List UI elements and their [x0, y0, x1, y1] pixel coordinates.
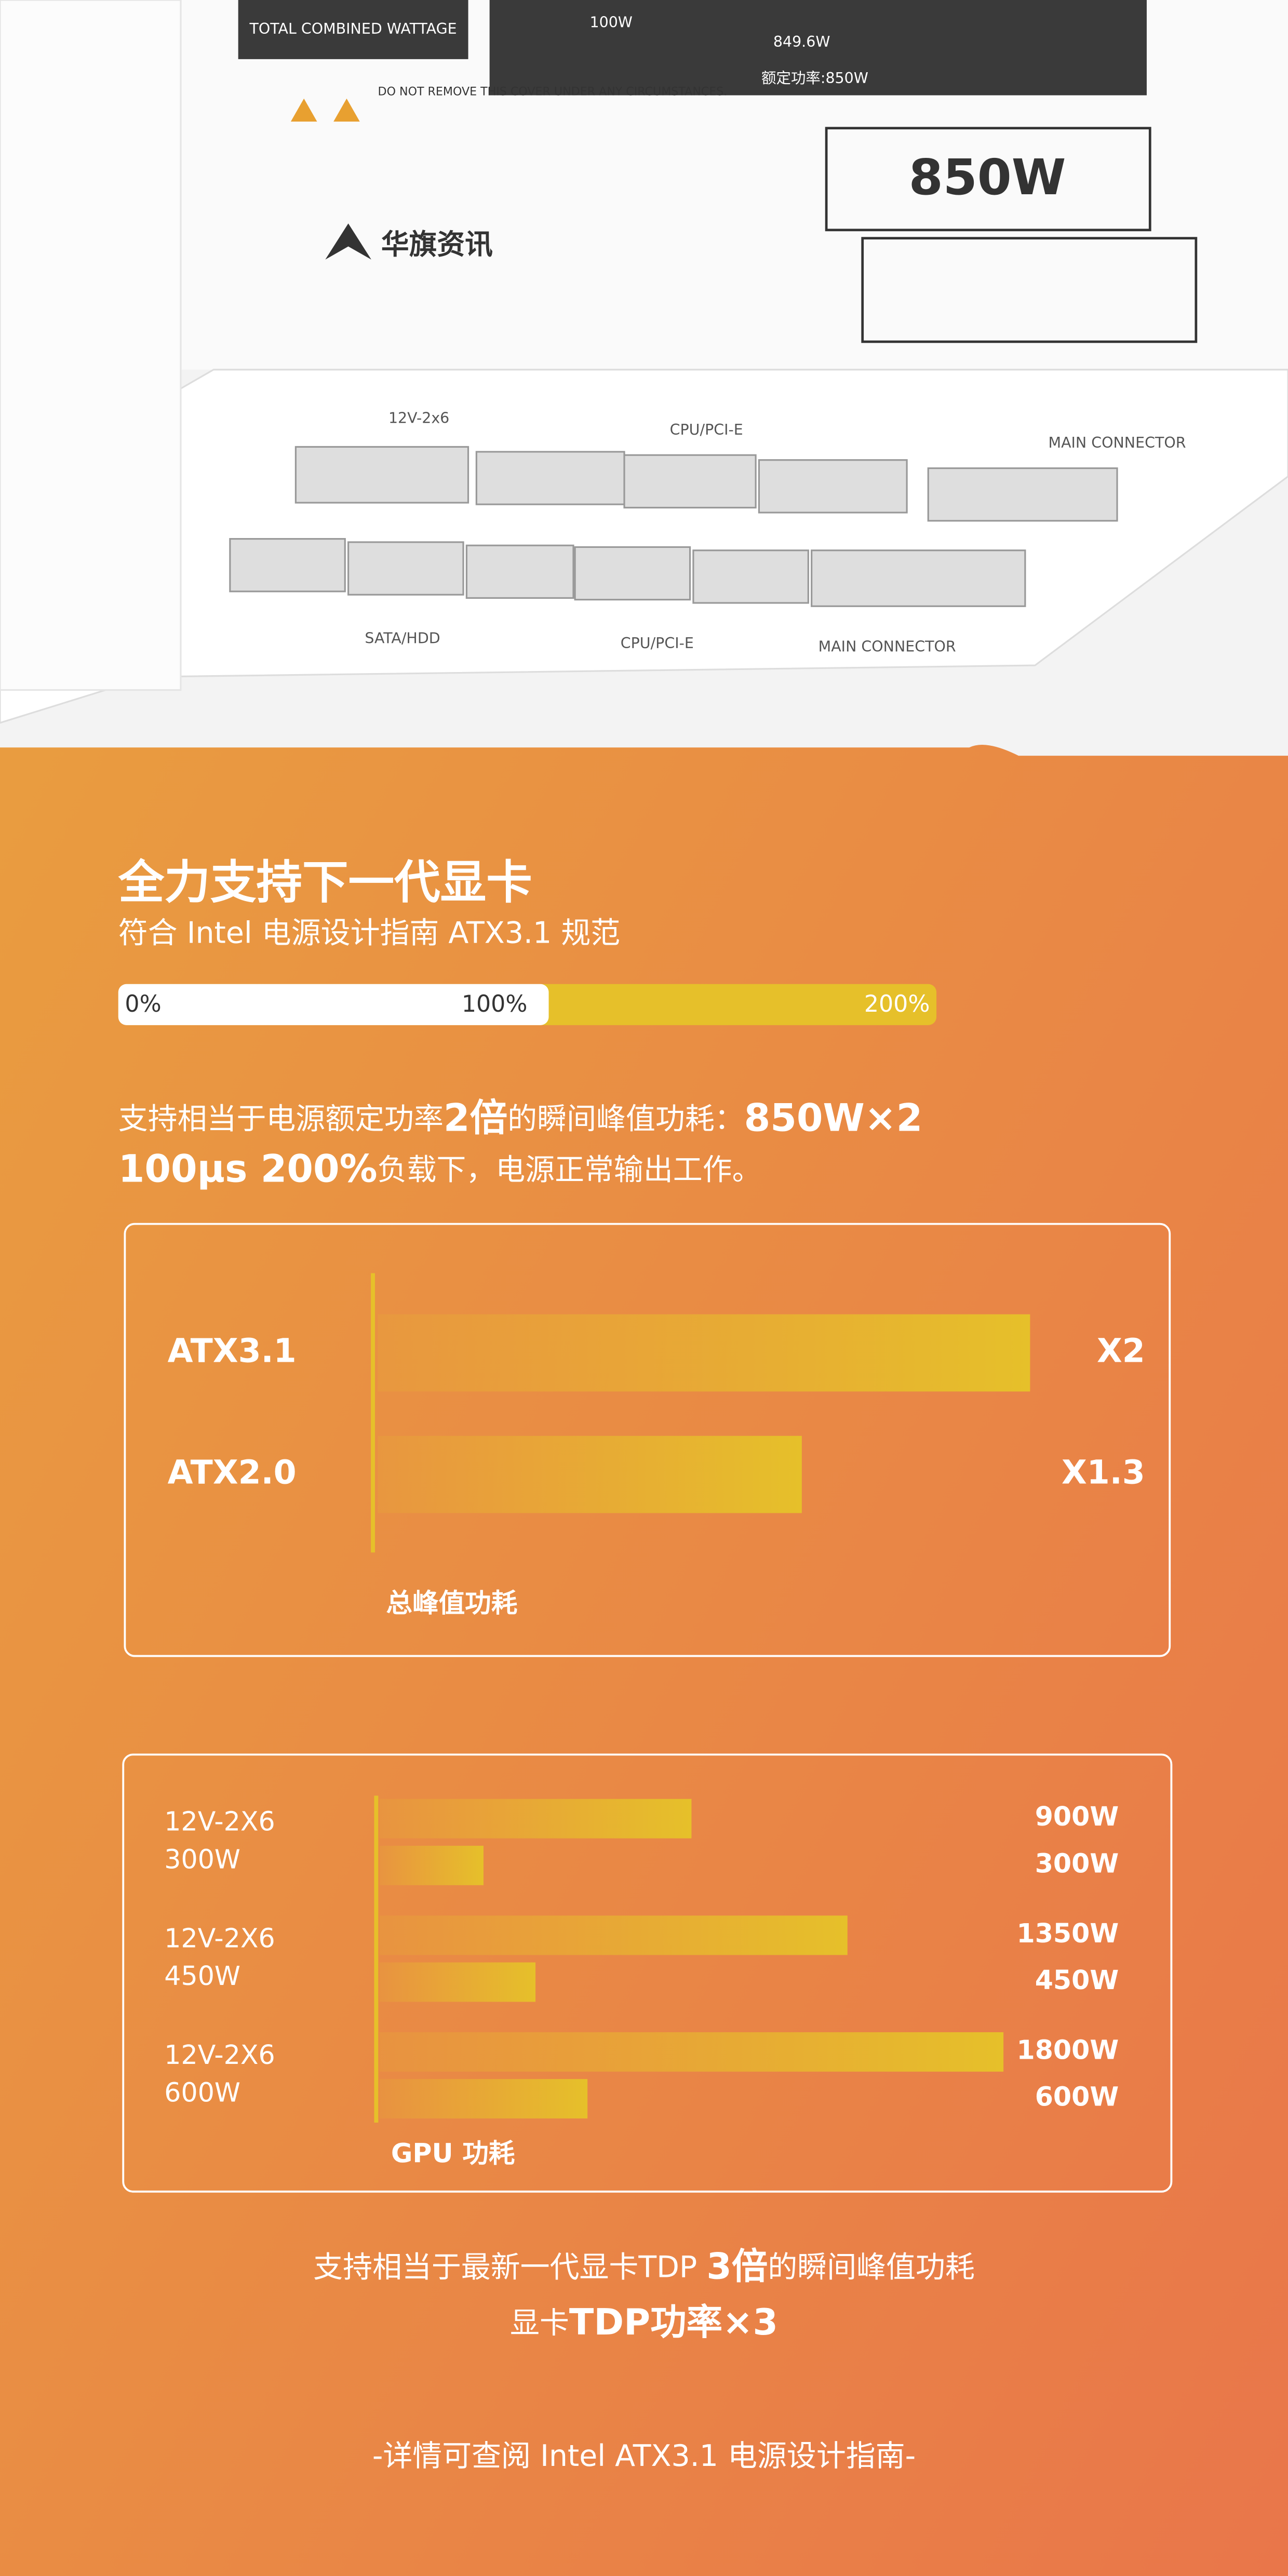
bar	[378, 1435, 802, 1513]
warning-icon	[290, 98, 317, 122]
value-label: X1.3	[1062, 1453, 1145, 1492]
connector-label: MAIN CONNECTOR	[819, 638, 956, 655]
description: 100μs 200%负载下，电源正常输出工作。	[118, 1147, 762, 1191]
connector-label: CPU/PCI-E	[670, 421, 743, 438]
chart-frame	[122, 1753, 1173, 2193]
axis-label: GPU 功耗	[391, 2138, 515, 2169]
desc-emphasis: 100μs 200%	[118, 1147, 378, 1191]
connector-label: 12V-2x6	[388, 410, 449, 427]
footer-part: 的瞬间峰值功耗	[768, 2250, 974, 2284]
value-label: 600W	[1035, 2082, 1119, 2112]
category-label: ATX2.0	[168, 1453, 297, 1492]
category-label: 450W	[164, 1961, 240, 1991]
bar	[378, 1314, 1030, 1392]
value-label: 450W	[1035, 1965, 1119, 1995]
category-label: 12V-2X6	[164, 1923, 275, 1953]
desc-emphasis: 2倍	[444, 1096, 507, 1140]
category-label: ATX3.1	[168, 1332, 297, 1370]
value-label: 1350W	[1016, 1918, 1119, 1949]
connector-label: MAIN CONNECTOR	[1049, 434, 1186, 451]
scale-label: 0%	[125, 991, 161, 1017]
spec-text: 849.6W	[773, 33, 830, 50]
blank-box	[861, 237, 1198, 343]
value-label: 1800W	[1016, 2034, 1119, 2065]
scale-label: 100%	[462, 991, 528, 1017]
connector-label: CPU/PCI-E	[621, 635, 694, 652]
spec-table	[489, 0, 1147, 96]
footer-part: 支持相当于最新一代显卡TDP	[313, 2250, 706, 2284]
chart-frame	[124, 1223, 1171, 1657]
category-label: 600W	[164, 2077, 240, 2108]
product-image: TOTAL COMBINED WATTAGE 100W 849.6W 额定功率:…	[0, 0, 1288, 756]
category-label: 12V-2X6	[164, 2040, 275, 2070]
bar	[379, 2032, 1004, 2072]
category-label: 12V-2X6	[164, 1806, 275, 1837]
footer-text: 支持相当于最新一代显卡TDP 3倍的瞬间峰值功耗	[313, 2246, 975, 2288]
warning-text: DO NOT REMOVE THIS COVER UNDER ANY CIRCU…	[378, 85, 728, 99]
connectors	[229, 446, 1118, 607]
footer-emphasis: 3倍	[706, 2246, 768, 2288]
brand-logo	[325, 223, 371, 260]
value-label: 900W	[1035, 1801, 1119, 1832]
footer-part: 显卡	[510, 2306, 569, 2340]
spec-text: TOTAL COMBINED WATTAGE	[249, 20, 457, 37]
footer-note: -详情可查阅 Intel ATX3.1 电源设计指南-	[372, 2439, 916, 2473]
bar	[379, 1799, 692, 1839]
title: 全力支持下一代显卡	[118, 855, 532, 909]
value-label: X2	[1097, 1332, 1145, 1370]
spec-box	[238, 0, 468, 59]
spec-text: 100W	[590, 14, 633, 31]
warning-icon	[333, 98, 360, 122]
connector-label: SATA/HDD	[365, 630, 440, 647]
desc-emphasis: 850W×2	[744, 1096, 923, 1140]
scale-label: 200%	[864, 991, 930, 1017]
desc-text: 支持相当于电源额定功率	[118, 1102, 444, 1136]
value-label: 300W	[1035, 1848, 1119, 1879]
bar	[379, 1962, 536, 2002]
desc-text: 的瞬间峰值功耗：	[507, 1102, 744, 1136]
category-label: 300W	[164, 1844, 240, 1874]
model-text: 850W	[909, 149, 1066, 206]
brand-text: 华旗资讯	[381, 228, 493, 261]
model-box	[825, 127, 1151, 232]
spec-text: 额定功率:850W	[761, 70, 868, 87]
bar	[379, 2079, 588, 2119]
footer-text: 显卡TDP功率×3	[510, 2301, 778, 2343]
subtitle: 符合 Intel 电源设计指南 ATX3.1 规范	[118, 916, 620, 950]
psu-side	[0, 0, 182, 691]
load-bar-base	[118, 984, 549, 1025]
footer-emphasis: TDP功率×3	[569, 2301, 778, 2343]
bar	[379, 1915, 848, 1955]
desc-text: 负载下，电源正常输出工作。	[378, 1152, 762, 1187]
description: 支持相当于电源额定功率2倍的瞬间峰值功耗：850W×2	[118, 1096, 923, 1140]
bar	[379, 1845, 484, 1885]
axis-label: 总峰值功耗	[386, 1588, 517, 1618]
